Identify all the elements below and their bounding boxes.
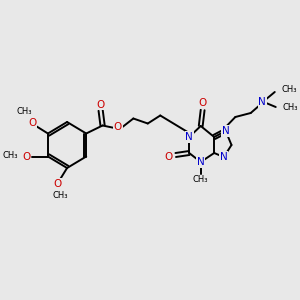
Text: O: O: [28, 118, 37, 128]
Text: N: N: [222, 126, 230, 136]
Text: CH₃: CH₃: [3, 151, 18, 160]
Text: CH₃: CH₃: [193, 176, 208, 184]
Text: CH₃: CH₃: [52, 191, 68, 200]
Text: O: O: [165, 152, 173, 162]
Text: O: O: [199, 98, 207, 108]
Text: CH₃: CH₃: [281, 85, 297, 94]
Text: O: O: [114, 122, 122, 133]
Text: N: N: [220, 152, 228, 162]
Text: CH₃: CH₃: [16, 107, 32, 116]
Text: CH₃: CH₃: [282, 103, 298, 112]
Text: O: O: [97, 100, 105, 110]
Text: O: O: [22, 152, 31, 161]
Text: N: N: [197, 157, 205, 167]
Text: O: O: [53, 179, 62, 189]
Text: N: N: [258, 97, 266, 107]
Text: N: N: [185, 132, 193, 142]
